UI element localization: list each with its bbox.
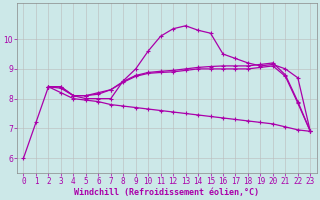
- X-axis label: Windchill (Refroidissement éolien,°C): Windchill (Refroidissement éolien,°C): [74, 188, 260, 197]
